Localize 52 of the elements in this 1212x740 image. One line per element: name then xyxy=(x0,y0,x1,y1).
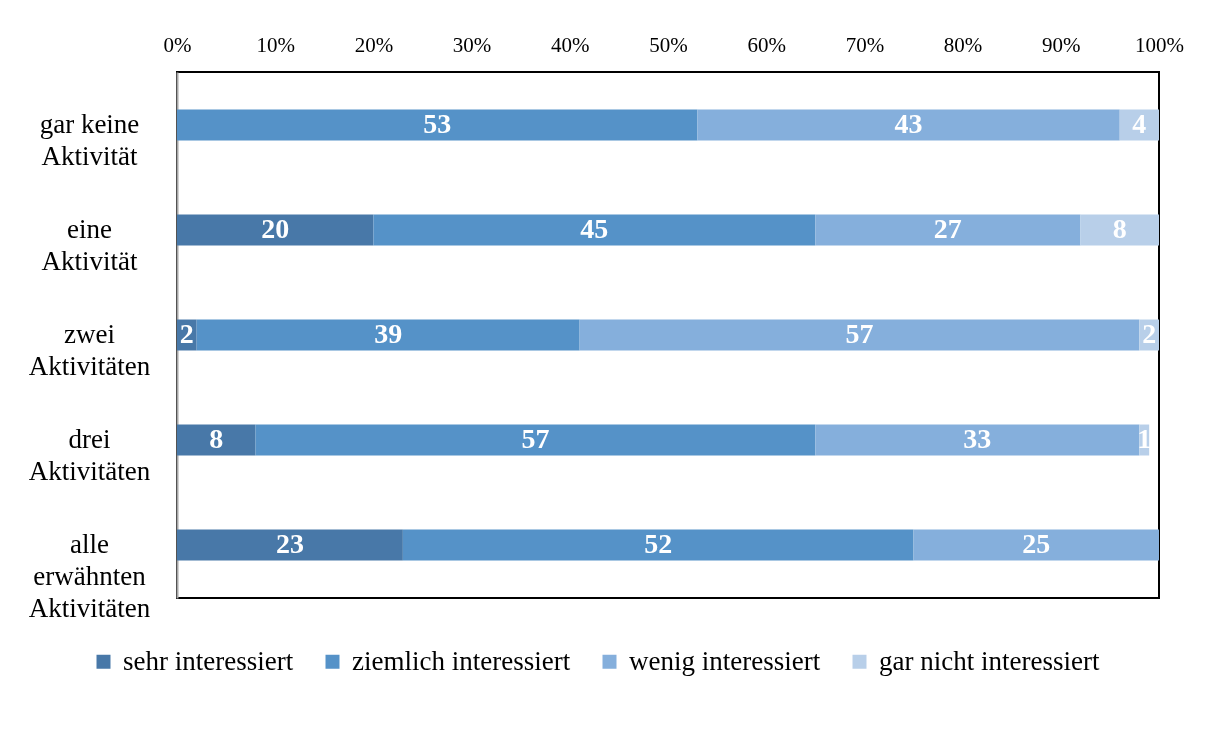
x-tick-label: 20% xyxy=(354,32,394,57)
bar xyxy=(196,319,580,351)
x-tick-label: 10% xyxy=(256,32,295,57)
bar xyxy=(177,424,256,456)
data-label: 20 xyxy=(261,212,290,244)
bar xyxy=(579,319,1140,351)
y-tick-label: eine Aktivität xyxy=(41,213,138,276)
data-label: 45 xyxy=(580,212,609,244)
bar xyxy=(373,214,816,246)
x-tick-label: 90% xyxy=(1042,32,1081,57)
data-label: 33 xyxy=(963,423,992,455)
data-label: 2 xyxy=(1142,318,1157,349)
data-label: 43 xyxy=(894,107,923,139)
x-tick-label: 50% xyxy=(649,32,688,57)
data-label: 39 xyxy=(374,318,403,349)
data-label: 8 xyxy=(209,423,224,455)
y-tick-label: gar keine Aktivität xyxy=(39,108,140,171)
x-tick-label: 60% xyxy=(747,32,786,57)
data-label: 23 xyxy=(275,528,304,560)
x-tick-label: 100% xyxy=(1135,32,1184,57)
x-tick-label: 30% xyxy=(452,32,492,57)
bar xyxy=(815,424,1140,456)
data-label: 52 xyxy=(644,528,673,560)
bar xyxy=(177,109,698,141)
bar xyxy=(177,529,403,561)
bar xyxy=(697,109,1120,141)
data-label: 1 xyxy=(1137,423,1152,455)
data-label: 25 xyxy=(1022,528,1051,560)
legend-label: sehr interessiert xyxy=(123,645,294,676)
x-tick-label: 70% xyxy=(845,32,885,57)
x-tick-label: 40% xyxy=(551,32,590,57)
data-label: 4 xyxy=(1132,107,1147,139)
bar xyxy=(815,214,1081,246)
data-label: 57 xyxy=(521,423,550,455)
y-tick-label: zwei Aktivitäten xyxy=(28,319,151,381)
x-tick-label: 80% xyxy=(943,32,983,57)
legend-label: ziemlich interessiert xyxy=(352,645,571,676)
data-label: 27 xyxy=(933,212,962,244)
y-tick-label: alle erwähnten Aktivitäten xyxy=(28,529,151,624)
bar xyxy=(1080,214,1159,246)
data-label: 8 xyxy=(1112,212,1127,244)
data-label: 2 xyxy=(179,318,194,349)
y-tick-label: drei Aktivitäten xyxy=(28,424,151,487)
bar xyxy=(402,529,914,561)
data-label: 57 xyxy=(845,318,874,349)
data-label: 53 xyxy=(423,107,452,139)
x-tick-label: 0% xyxy=(163,32,192,57)
legend-label: wenig interessiert xyxy=(629,645,821,676)
bar xyxy=(255,424,816,456)
legend-label: gar nicht interessiert xyxy=(879,645,1100,676)
bar xyxy=(177,214,374,246)
bar xyxy=(913,529,1159,561)
